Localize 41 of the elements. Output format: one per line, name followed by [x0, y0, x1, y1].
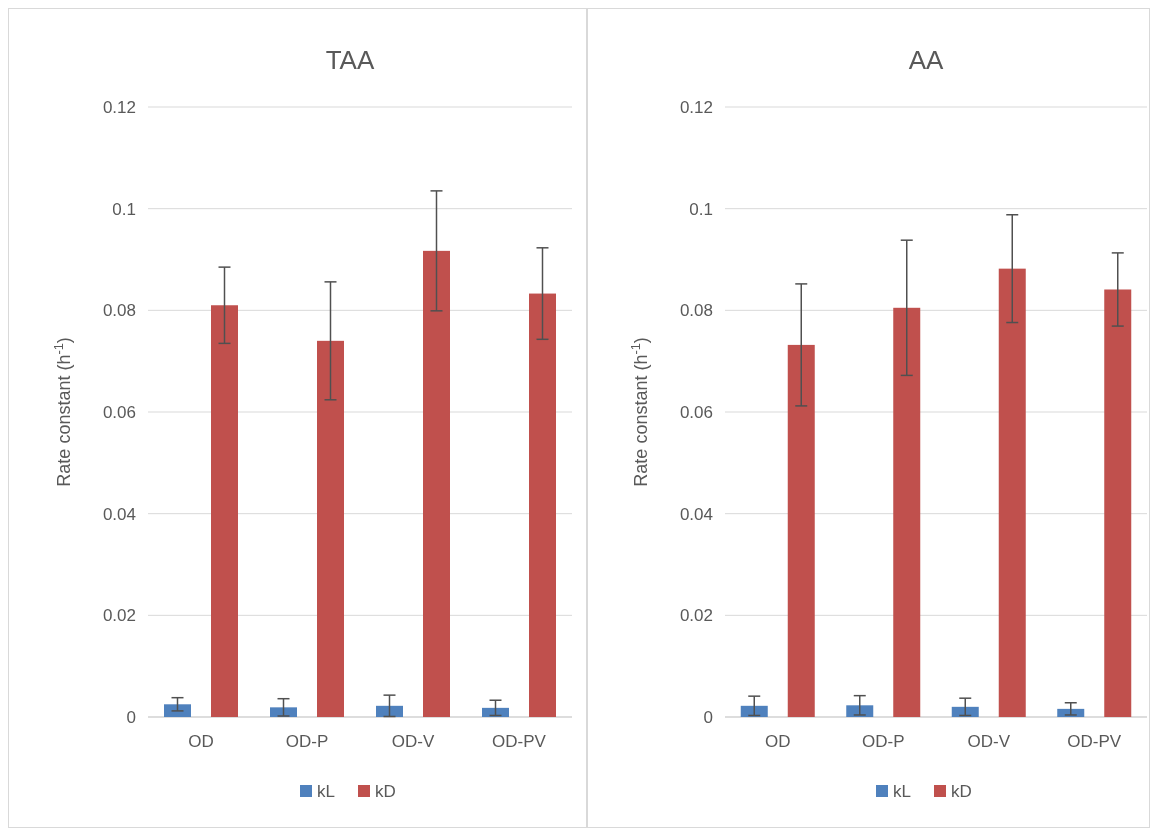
legend-label: kD [951, 782, 972, 801]
x-tick-label: OD-V [967, 732, 1011, 751]
legend-label: kL [893, 782, 911, 801]
x-tick-label: OD [188, 732, 214, 751]
x-tick-label: OD [765, 732, 791, 751]
y-tick-label: 0 [703, 707, 713, 727]
x-tick-label: OD-P [285, 732, 329, 751]
bar [376, 705, 403, 717]
bar [482, 707, 509, 717]
x-tick-label: OD-PV [492, 732, 547, 751]
y-tick-label: 0.02 [102, 606, 136, 626]
bar [529, 293, 556, 717]
bar [211, 305, 238, 717]
y-tick-label: 0.02 [679, 606, 713, 626]
y-tick-label: 0 [126, 707, 136, 727]
x-tick-label: OD-V [391, 732, 435, 751]
bar [1104, 289, 1132, 717]
bar [951, 706, 979, 717]
bar [317, 340, 344, 717]
legend-label: kD [375, 782, 396, 801]
y-tick-label: 0.06 [102, 402, 136, 422]
bar [787, 344, 815, 717]
chart-title: AA [908, 45, 944, 75]
y-tick-label: 0.12 [102, 97, 136, 117]
bar [740, 705, 768, 717]
y-tick-label: 0.06 [679, 402, 713, 422]
y-tick-label: 0.04 [102, 504, 136, 524]
chart-title: TAA [325, 45, 375, 75]
x-tick-label: OD-PV [1067, 732, 1122, 751]
bar [423, 250, 450, 717]
legend-label: kL [317, 782, 335, 801]
y-tick-label: 0.08 [679, 301, 713, 321]
bar [998, 268, 1026, 717]
y-tick-label: 0.12 [679, 97, 713, 117]
y-tick-label: 0.1 [112, 199, 136, 219]
bar [164, 704, 191, 717]
y-tick-label: 0.1 [689, 199, 713, 219]
y-tick-label: 0.08 [102, 301, 136, 321]
x-tick-label: OD-P [862, 732, 905, 751]
y-tick-label: 0.04 [679, 504, 713, 524]
bar [893, 307, 921, 717]
